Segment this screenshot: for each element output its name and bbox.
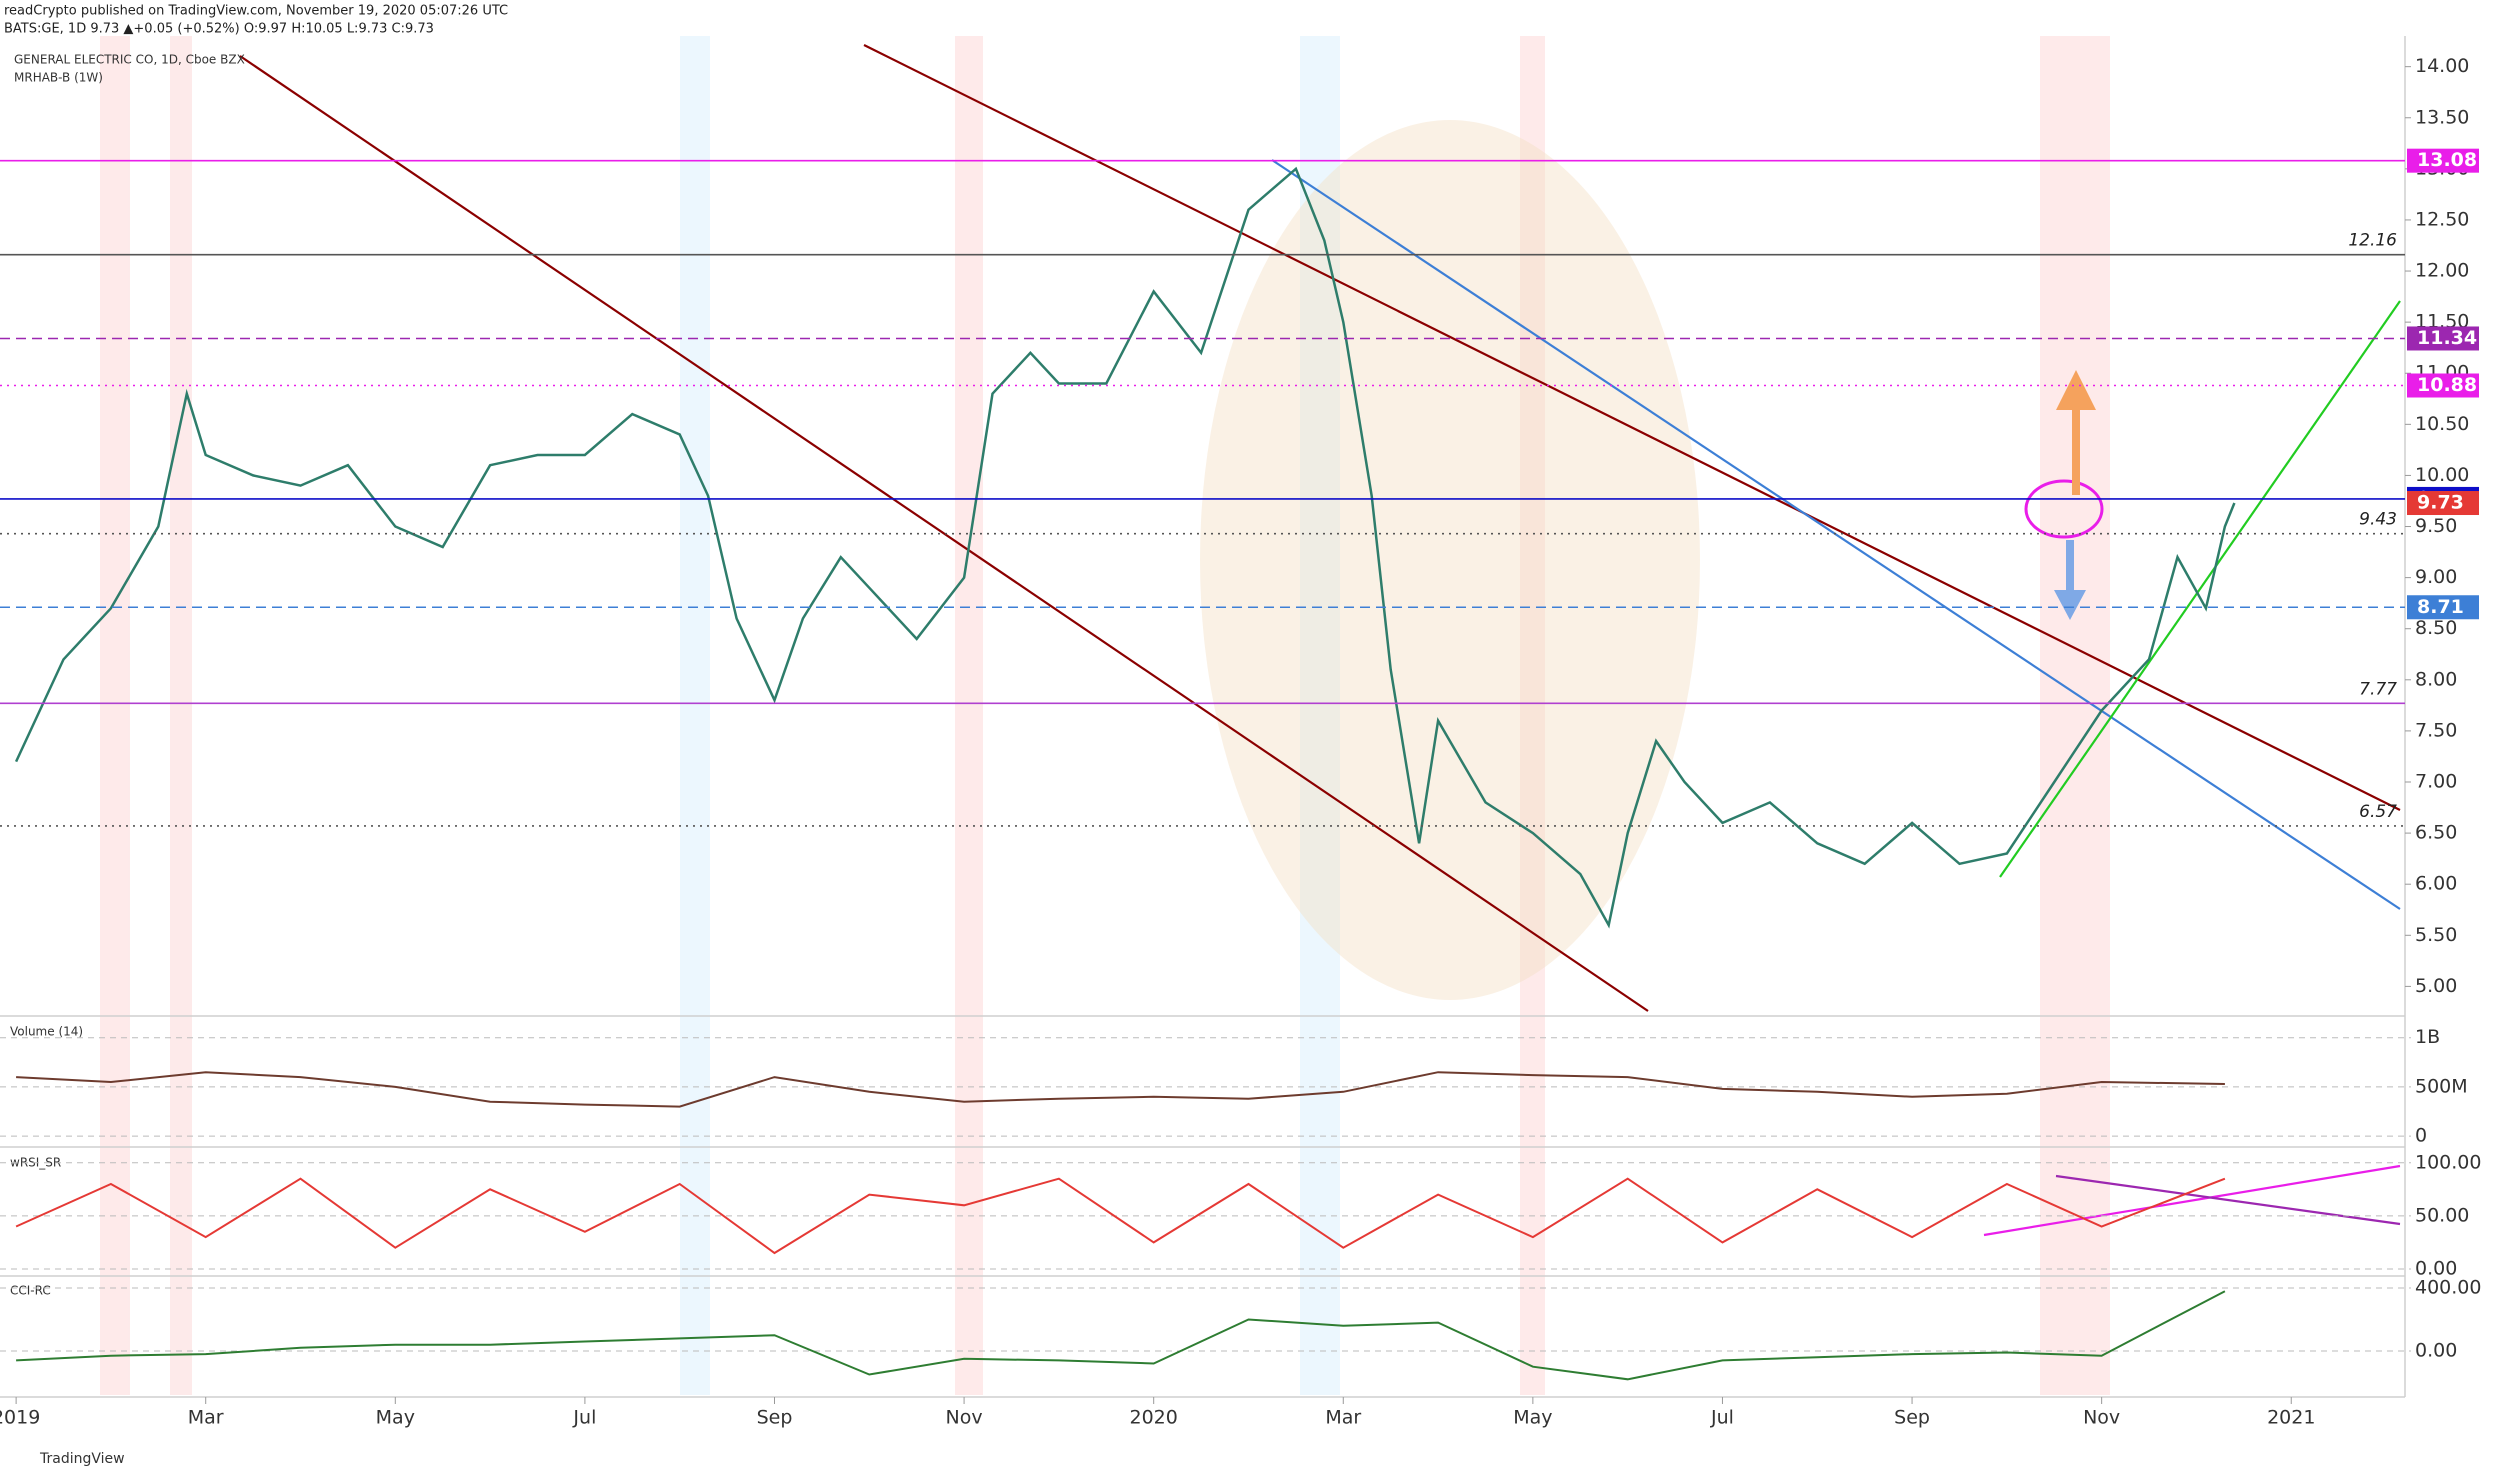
x-tick-label: 2021 <box>2267 1407 2315 1429</box>
y-tick-label: 0 <box>2415 1125 2427 1147</box>
price-label: 12.16 <box>2348 231 2397 251</box>
panel-borders <box>0 36 2406 1398</box>
y-tick-label: 50.00 <box>2415 1204 2469 1226</box>
price-label-box <box>2407 148 2479 173</box>
price-label: 11.34 <box>2417 327 2477 349</box>
y-tick-label: 9.00 <box>2415 566 2457 588</box>
y-tick-label: 7.50 <box>2415 719 2457 741</box>
price-label-box <box>2407 491 2479 516</box>
y-tick-label: 12.00 <box>2415 260 2469 282</box>
y-tick-label: 0.00 <box>2415 1339 2457 1361</box>
series-line <box>15 1177 2226 1255</box>
x-tick-label: 2020 <box>1129 1407 1177 1429</box>
x-tick-label: Mar <box>188 1407 224 1429</box>
panel-title: Volume (14) <box>10 1025 83 1039</box>
band-area <box>1200 120 1700 1000</box>
y-tick-label: 5.00 <box>2415 975 2457 997</box>
y-tick-label: 12.50 <box>2415 208 2469 230</box>
price-label-box <box>2407 595 2479 620</box>
price-label: 9.73 <box>2417 492 2464 514</box>
y-tick-label: 10.00 <box>2415 464 2469 486</box>
y-tick-label: 1B <box>2415 1026 2440 1048</box>
series-line <box>16 1290 2226 1381</box>
x-tick-label: Nov <box>946 1407 983 1429</box>
up-arrow <box>2056 370 2096 495</box>
price-label-box <box>2407 326 2479 351</box>
y-tick-label: 10.50 <box>2415 413 2469 435</box>
y-tick-label: 0.00 <box>2415 1257 2457 1279</box>
y-tick-label: 5.50 <box>2415 924 2457 946</box>
y-tick-label: 14.00 <box>2415 55 2469 77</box>
x-tick-label: May <box>376 1407 415 1429</box>
trend-lines <box>239 44 2401 1237</box>
x-tick-label: Nov <box>2083 1407 2120 1429</box>
x-tick-label: Jul <box>1710 1407 1734 1429</box>
y-tick-label: 100.00 <box>2415 1151 2481 1173</box>
x-tick-label: Jul <box>572 1407 596 1429</box>
highlight-bands <box>100 36 2110 1395</box>
y-tick-label: 7.00 <box>2415 771 2457 793</box>
series-line <box>16 1071 2225 1108</box>
down-arrow <box>2054 540 2086 620</box>
y-tick-label: 500M <box>2415 1075 2468 1097</box>
chart-title: GENERAL ELECTRIC CO, 1D, Cboe BZX <box>14 53 245 67</box>
highlight-circle <box>2024 479 2104 539</box>
chart-subtitle: MRHAB-B (1W) <box>14 71 103 85</box>
panel-title: CCI-RC <box>10 1284 51 1298</box>
y-tick-label: 8.50 <box>2415 617 2457 639</box>
x-tick-label: May <box>1513 1407 1552 1429</box>
x-tick-label: 2019 <box>0 1407 40 1429</box>
series-line <box>14 166 2236 929</box>
price-label-box <box>2407 373 2479 398</box>
y-tick-label: 9.50 <box>2415 515 2457 537</box>
price-label: 13.08 <box>2417 149 2477 171</box>
x-tick-label: Sep <box>1894 1407 1930 1429</box>
y-tick-label: 400.00 <box>2415 1277 2481 1299</box>
x-tick-label: Sep <box>757 1407 793 1429</box>
price-label: 7.77 <box>2359 679 2397 699</box>
symbol-info: BATS:GE, 1D 9.73 ▲+0.05 (+0.52%) O:9.97 … <box>4 22 434 37</box>
y-tick-label: 6.50 <box>2415 822 2457 844</box>
y-tick-label: 8.00 <box>2415 668 2457 690</box>
footer: TradingView <box>39 1451 125 1467</box>
price-label: 9.43 <box>2359 510 2397 530</box>
price-label: 6.57 <box>2359 802 2397 822</box>
x-tick-label: Mar <box>1325 1407 1361 1429</box>
price-label: 8.71 <box>2417 596 2464 618</box>
y-tick-label: 13.50 <box>2415 106 2469 128</box>
publisher: readCrypto published on TradingView.com,… <box>4 4 508 19</box>
y-tick-label: 6.00 <box>2415 873 2457 895</box>
price-label: 10.88 <box>2417 374 2477 396</box>
